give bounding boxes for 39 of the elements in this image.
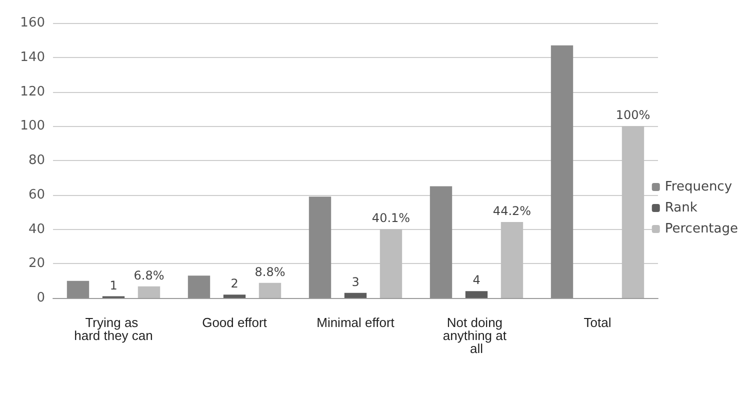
data-label: 6.8% (134, 268, 164, 282)
y-tick-label: 40 (28, 222, 45, 237)
bar (138, 286, 160, 298)
bar (66, 280, 90, 298)
x-tick-label: Good effort (202, 315, 268, 330)
bar (380, 229, 402, 298)
data-label: 8.8% (254, 264, 286, 279)
y-tick-label: 140 (20, 50, 45, 65)
data-label: 44.2% (492, 204, 532, 218)
data-label: 100% (616, 108, 650, 122)
y-tick-label: 60 (28, 187, 45, 202)
bar (550, 45, 574, 298)
x-tick-label: Not doing anything at all (442, 315, 510, 356)
bar (430, 186, 452, 298)
bar (622, 126, 644, 298)
y-tick-label: 160 (20, 16, 45, 30)
y-tick-label: 20 (28, 256, 45, 272)
bar (258, 282, 282, 298)
data-label: 3 (352, 274, 360, 289)
y-tick-label: 80 (28, 153, 45, 168)
data-label: 1 (110, 278, 118, 292)
legend-label: Frequency (664, 180, 732, 194)
x-tick-label: Trying as hard they can (74, 315, 153, 343)
x-tick-label: Minimal effort (316, 315, 395, 330)
bar (308, 196, 332, 298)
bar (500, 222, 524, 298)
legend-label: Rank (664, 200, 698, 216)
y-tick-label: 120 (20, 84, 45, 100)
x-tick-label: Total (584, 315, 612, 330)
y-tick-label: 0 (36, 290, 45, 306)
bar (223, 294, 246, 298)
data-label: 40.1% (372, 211, 410, 226)
data-label: 4 (472, 273, 480, 288)
bar (188, 276, 210, 298)
y-tick-label: 100 (20, 118, 45, 134)
legend-label: Percentage (664, 222, 738, 236)
data-label: 2 (230, 276, 238, 291)
bar (465, 291, 488, 298)
bar (344, 292, 367, 298)
